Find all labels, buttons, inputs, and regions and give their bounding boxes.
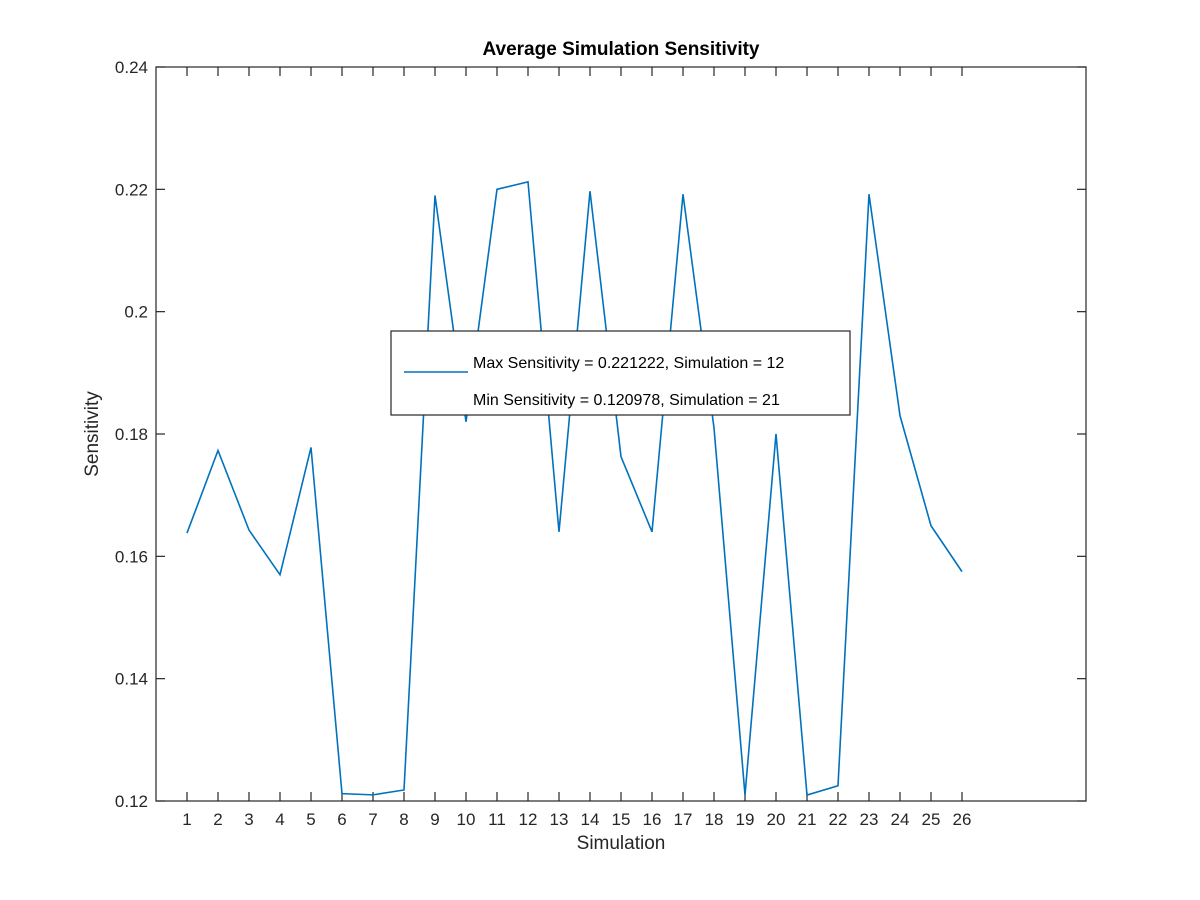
x-tick-label: 13 (550, 810, 569, 829)
y-tick-label: 0.18 (115, 425, 148, 444)
x-tick-label: 2 (213, 810, 222, 829)
x-tick-label: 23 (860, 810, 879, 829)
x-axis: 1 2 3 4 5 6 7 8 9 10 11 12 13 14 15 16 17 18 19 20 21 22 23 24 2… (182, 67, 971, 829)
x-axis-label: Simulation (577, 833, 666, 854)
x-tick-label: 25 (922, 810, 941, 829)
y-tick-label: 0.24 (115, 58, 148, 77)
y-tick-label: 0.22 (115, 180, 148, 199)
x-tick-label: 16 (643, 810, 662, 829)
x-tick-label: 17 (674, 810, 693, 829)
y-tick-label: 0.14 (115, 670, 148, 689)
x-tick-label: 4 (275, 810, 284, 829)
x-tick-label: 26 (953, 810, 972, 829)
x-tick-label: 22 (829, 810, 848, 829)
x-tick-label: 5 (306, 810, 315, 829)
x-tick-label: 14 (581, 810, 600, 829)
legend-entry-min: Min Sensitivity = 0.120978, Simulation =… (473, 392, 780, 409)
y-axis: 0.12 0.14 0.16 0.18 0.2 0.22 0.24 (115, 58, 1086, 811)
x-tick-label: 1 (182, 810, 191, 829)
x-tick-label: 3 (244, 810, 253, 829)
y-axis-label: Sensitivity (82, 391, 103, 477)
x-tick-label: 9 (430, 810, 439, 829)
legend-entry-max: Max Sensitivity = 0.221222, Simulation =… (473, 355, 784, 372)
x-tick-label: 6 (337, 810, 346, 829)
x-tick-label: 11 (488, 810, 506, 829)
x-tick-label: 8 (399, 810, 408, 829)
x-tick-label: 21 (798, 810, 817, 829)
legend: Max Sensitivity = 0.221222, Simulation =… (390, 330, 851, 416)
x-tick-label: 24 (891, 810, 910, 829)
x-tick-label: 18 (705, 810, 724, 829)
y-tick-label: 0.12 (115, 792, 148, 811)
chart-title: Average Simulation Sensitivity (483, 39, 760, 60)
y-tick-label: 0.16 (115, 547, 148, 566)
x-tick-label: 15 (612, 810, 631, 829)
x-tick-label: 12 (519, 810, 538, 829)
x-tick-label: 10 (457, 810, 476, 829)
y-tick-label: 0.2 (124, 303, 148, 322)
x-tick-label: 19 (736, 810, 755, 829)
x-tick-label: 20 (767, 810, 786, 829)
legend-box (390, 330, 851, 416)
plot-area (155, 66, 1087, 802)
x-tick-label: 7 (368, 810, 377, 829)
